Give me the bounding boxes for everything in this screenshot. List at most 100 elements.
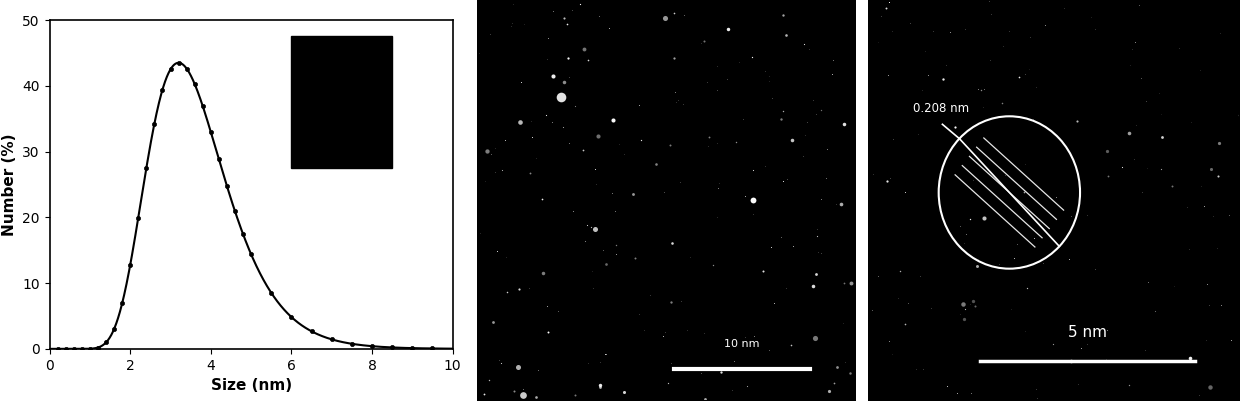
Point	[542, 119, 562, 125]
Point	[585, 226, 605, 233]
Point	[1002, 306, 1022, 312]
Point	[1118, 130, 1138, 136]
Point	[502, 0, 522, 7]
Point	[1130, 2, 1149, 8]
Point	[1169, 45, 1189, 52]
Point	[675, 11, 694, 18]
Point	[908, 131, 928, 137]
Point	[797, 119, 817, 125]
Point	[1024, 235, 1044, 241]
Point	[811, 196, 831, 203]
Point	[771, 116, 791, 123]
Point	[951, 223, 971, 229]
Point	[924, 28, 944, 34]
Point	[1085, 25, 1105, 32]
Point	[776, 176, 796, 182]
Point	[501, 22, 521, 29]
Point	[585, 166, 605, 172]
Point	[1189, 391, 1209, 398]
Point	[900, 20, 920, 26]
Point	[1016, 71, 1035, 77]
Point	[590, 359, 610, 365]
Point	[1014, 188, 1034, 195]
Point	[670, 179, 689, 185]
Point	[800, 46, 820, 53]
Point	[622, 191, 642, 197]
Point	[657, 380, 677, 386]
Point	[764, 300, 784, 306]
Point	[1166, 397, 1185, 401]
Point	[743, 196, 763, 203]
Point	[470, 50, 490, 57]
Point	[962, 177, 982, 184]
Point	[593, 247, 613, 253]
Point	[589, 12, 609, 19]
Point	[1197, 280, 1216, 287]
Point	[588, 133, 608, 140]
Point	[583, 285, 603, 292]
Point	[527, 155, 547, 161]
Point	[826, 200, 846, 207]
Point	[993, 43, 1013, 50]
Point	[763, 95, 782, 101]
Point	[565, 392, 585, 398]
Point	[475, 178, 495, 184]
Point	[537, 303, 557, 309]
Point	[1061, 358, 1081, 364]
Point	[805, 335, 825, 342]
Point	[743, 167, 763, 174]
Point	[508, 364, 528, 370]
Point	[890, 267, 910, 274]
Point	[662, 240, 682, 247]
Point	[491, 360, 511, 367]
Point	[936, 62, 956, 69]
Text: 10 nm: 10 nm	[724, 339, 760, 349]
Point	[760, 243, 780, 250]
Point	[868, 38, 888, 45]
Point	[1137, 165, 1157, 171]
Point	[480, 31, 500, 37]
Point	[583, 267, 603, 274]
Point	[967, 263, 987, 269]
Point	[661, 298, 681, 305]
Point	[811, 249, 831, 256]
Point	[537, 56, 557, 62]
Point	[863, 170, 883, 177]
Point	[712, 369, 732, 376]
Point	[1209, 140, 1229, 146]
Point	[671, 298, 691, 304]
Point	[760, 73, 780, 80]
Point	[744, 333, 764, 339]
Point	[482, 319, 502, 326]
Point	[502, 20, 522, 27]
Point	[755, 68, 775, 74]
Point	[512, 385, 532, 392]
Point	[835, 120, 854, 127]
Point	[559, 74, 579, 81]
Point	[1097, 172, 1117, 179]
Point	[776, 32, 796, 38]
Point	[1151, 110, 1171, 117]
Point	[1059, 255, 1079, 262]
Point	[511, 118, 531, 125]
Point	[1230, 111, 1240, 118]
Point	[522, 134, 542, 140]
Point	[660, 142, 680, 149]
Point	[1066, 117, 1086, 124]
Point	[505, 388, 525, 395]
Point	[841, 369, 861, 376]
Point	[1126, 122, 1146, 128]
Point	[578, 57, 598, 64]
Point	[614, 389, 634, 395]
Point	[1152, 134, 1172, 140]
Text: 0.208 nm: 0.208 nm	[913, 102, 968, 115]
Point	[554, 15, 574, 21]
Point	[668, 97, 688, 103]
Point	[587, 181, 606, 187]
Point	[527, 394, 547, 401]
Point	[952, 301, 972, 308]
Point	[615, 151, 635, 158]
Point	[552, 94, 572, 100]
Point	[655, 188, 675, 195]
Point	[1061, 213, 1081, 219]
